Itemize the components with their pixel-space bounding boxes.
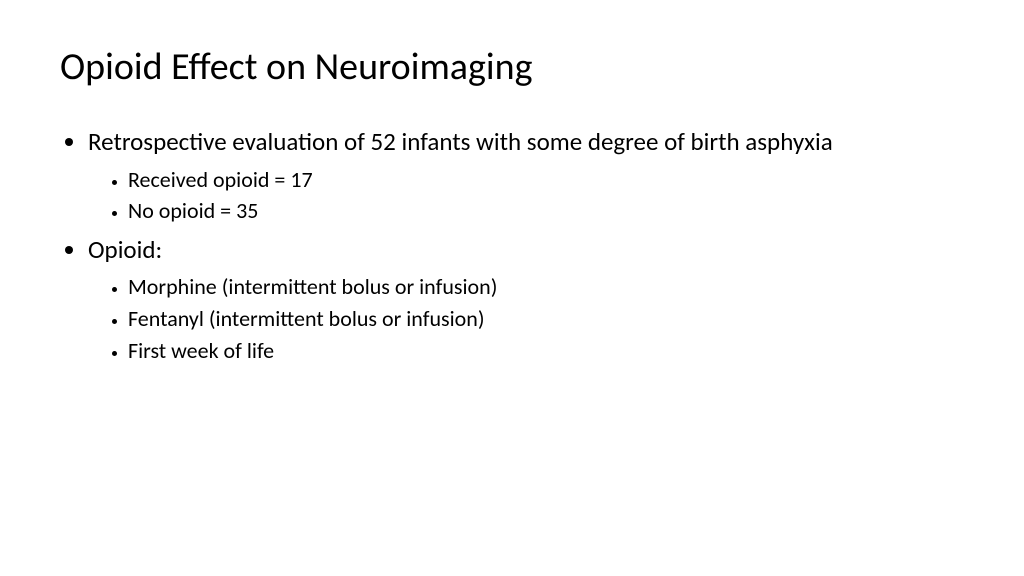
bullet-item-1: Retrospective evaluation of 52 infants w… bbox=[88, 126, 964, 226]
bullet-item-2: Opioid: Morphine (intermittent bolus or … bbox=[88, 234, 964, 366]
bullet-list-level-2: Received opioid = 17 No opioid = 35 bbox=[88, 165, 964, 226]
sub-bullet-item: Received opioid = 17 bbox=[128, 165, 964, 195]
sub-bullet-item: First week of life bbox=[128, 336, 964, 366]
slide-content: Retrospective evaluation of 52 infants w… bbox=[60, 126, 964, 365]
sub-bullet-item: Fentanyl (intermittent bolus or infusion… bbox=[128, 304, 964, 334]
sub-bullet-item: No opioid = 35 bbox=[128, 196, 964, 226]
bullet-text: Retrospective evaluation of 52 infants w… bbox=[88, 126, 833, 157]
slide-title: Opioid Effect on Neuroimaging bbox=[60, 44, 964, 90]
bullet-text: Opioid: bbox=[88, 234, 162, 265]
sub-bullet-item: Morphine (intermittent bolus or infusion… bbox=[128, 272, 964, 302]
bullet-list-level-1: Retrospective evaluation of 52 infants w… bbox=[60, 126, 964, 365]
bullet-list-level-2: Morphine (intermittent bolus or infusion… bbox=[88, 272, 964, 365]
